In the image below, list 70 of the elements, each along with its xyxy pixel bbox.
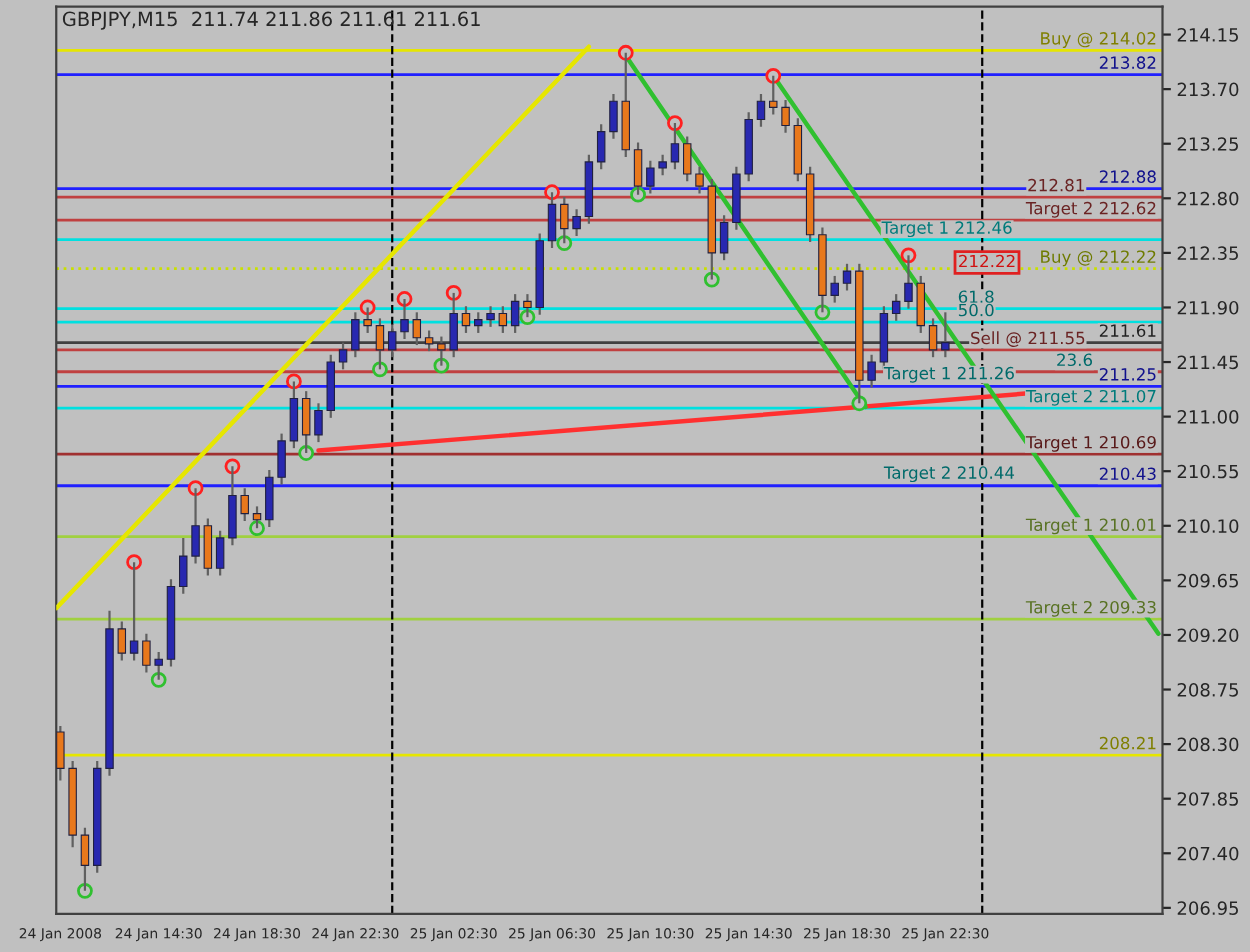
- y-tick-label: 211.45: [1177, 355, 1238, 370]
- y-tick-label: 208.30: [1177, 737, 1239, 752]
- y-tick-label: 207.40: [1177, 846, 1239, 861]
- y-tick-label: 211.90: [1177, 300, 1239, 315]
- candlestick: [756, 92, 766, 128]
- point: [667, 115, 683, 132]
- ref-line-label: Buy @ 214.02: [1041, 32, 1156, 48]
- annotation: 61.8: [958, 290, 994, 304]
- ref-line-label: 213.82: [1099, 56, 1156, 69]
- ref-line-label: Target 1 212.46: [881, 221, 1012, 238]
- y-tick-label: 212.80: [1177, 191, 1239, 206]
- candlestick: [498, 305, 508, 335]
- y-tick-label: 212.35: [1177, 246, 1238, 260]
- y-tick-label: 209.65: [1177, 573, 1238, 588]
- point: [249, 520, 265, 537]
- point: [445, 285, 462, 301]
- ref-line-label: Target 1 210.01: [1025, 518, 1156, 535]
- point: [150, 671, 167, 688]
- y-tick-label: 213.25: [1177, 137, 1238, 151]
- candlestick: [941, 311, 950, 359]
- candlestick: [215, 529, 225, 577]
- chart-title: GBPJPY,M15 211.74 211.86 211.61 211.61: [62, 11, 480, 30]
- candlestick: [338, 341, 348, 371]
- ref-line-label: 211.61: [1099, 324, 1156, 337]
- ref-line-label: 210.43: [1099, 467, 1156, 481]
- annotation: 212.22: [959, 254, 1015, 268]
- y-tick-label: 210.55: [1177, 464, 1238, 479]
- point: [359, 299, 376, 316]
- point: [433, 357, 450, 374]
- point: [544, 184, 560, 201]
- ref-line-label: Target 2 212.62: [1025, 201, 1156, 218]
- candlestick: [203, 517, 213, 577]
- y-tick-label: 209.20: [1177, 628, 1239, 643]
- ref-line-label: 212.81: [1028, 178, 1084, 192]
- y-tick-label: 211.00: [1177, 410, 1239, 424]
- point: [77, 882, 93, 899]
- point: [765, 67, 782, 84]
- y-tick-label: 213.70: [1177, 82, 1239, 97]
- annotation: 50.0: [958, 303, 994, 317]
- candlestick: [461, 305, 471, 335]
- point: [285, 373, 302, 390]
- y-tick-label: 214.15: [1177, 28, 1238, 42]
- point: [630, 186, 646, 203]
- candlestick: [510, 293, 520, 335]
- point: [298, 445, 315, 461]
- y-tick-label: 206.95: [1177, 901, 1238, 915]
- ref-line-label: Target 2 209.33: [1025, 600, 1156, 617]
- ref-line-label: 212.88: [1099, 170, 1156, 183]
- annotation: 23.6: [1057, 353, 1093, 367]
- y-tick-label: 208.75: [1177, 682, 1238, 697]
- candlestick: [424, 329, 434, 353]
- ref-line-label: Target 2 211.07: [1025, 389, 1156, 406]
- annotation: Target 2 210.44: [883, 466, 1015, 483]
- candlestick: [719, 214, 729, 262]
- point: [703, 271, 720, 288]
- ref-line-label: Target 1 210.69: [1025, 435, 1156, 452]
- annotation: Target 1 211.26: [883, 366, 1014, 383]
- y-tick-label: 210.10: [1177, 519, 1239, 533]
- y-tick-label: 207.85: [1177, 792, 1238, 806]
- ref-line-label: 211.25: [1099, 368, 1156, 381]
- point: [126, 554, 142, 571]
- candlestick: [842, 262, 852, 292]
- point: [556, 235, 573, 252]
- candlestick: [928, 317, 938, 359]
- point: [617, 44, 634, 61]
- point: [372, 361, 388, 378]
- ref-line-label: Buy @ 212.22: [1041, 250, 1156, 267]
- ref-line-label: 208.21: [1099, 736, 1156, 750]
- point: [851, 395, 868, 412]
- ref-line-label: Sell @ 211.55: [971, 331, 1085, 347]
